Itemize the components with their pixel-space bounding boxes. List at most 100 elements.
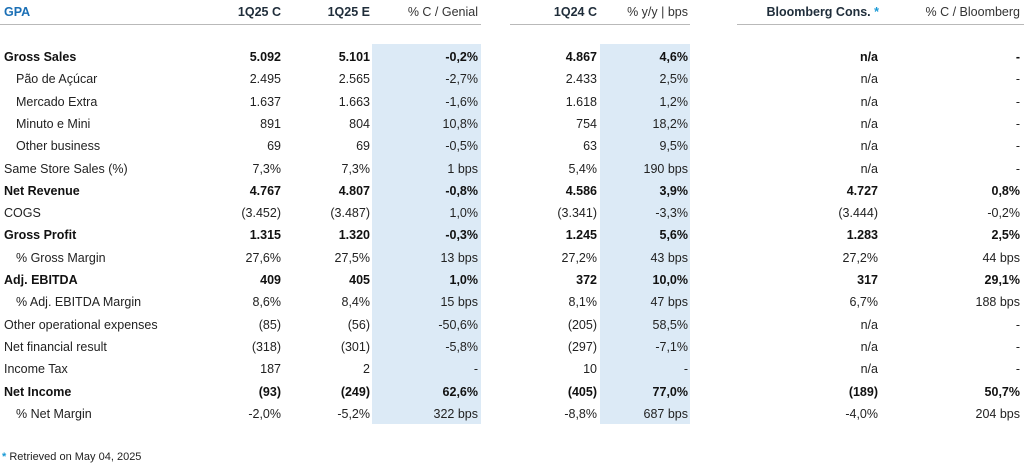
cell-1q25e: 27,5%	[334, 250, 370, 265]
row-label: % Net Margin	[16, 406, 92, 421]
cell-pct-bloomberg: -	[1015, 339, 1020, 354]
cell-pct-bloomberg: 50,7%	[984, 384, 1020, 399]
cell-pct-genial: -2,7%	[445, 72, 478, 87]
row-label: Income Tax	[4, 362, 68, 377]
cell-1q25c: 1.637	[249, 94, 281, 109]
cell-yoy: 3,9%	[659, 183, 689, 198]
cell-pct-genial: 15 bps	[440, 295, 478, 310]
header-underline-ly	[510, 24, 690, 25]
cell-pct-genial: 10,8%	[442, 116, 478, 131]
cell-1q25c: 27,6%	[245, 250, 281, 265]
row-label: Gross Sales	[4, 50, 77, 64]
cell-1q24c: 5,4%	[568, 161, 598, 176]
cell-1q24c: 63	[583, 139, 597, 154]
cell-1q24c: 2.433	[565, 72, 597, 87]
cell-1q25e: 2	[363, 362, 370, 377]
cell-1q25c: 187	[260, 362, 281, 377]
cell-pct-bloomberg: -	[1015, 362, 1020, 377]
cell-pct-bloomberg: -	[1015, 161, 1020, 176]
cell-pct-genial: -0,8%	[445, 183, 478, 198]
col-header-1q25e: 1Q25 E	[327, 5, 370, 19]
cell-1q24c: 4.586	[565, 183, 597, 198]
cell-1q25e: 5.101	[338, 50, 370, 64]
cell-1q24c: 4.867	[565, 50, 597, 64]
cell-1q25c: 5.092	[249, 50, 281, 64]
cell-pct-genial: 62,6%	[442, 384, 478, 399]
cell-1q25e: (301)	[340, 339, 370, 354]
cell-bloomberg: n/a	[859, 50, 878, 64]
cell-yoy: 77,0%	[652, 384, 688, 399]
cell-bloomberg: 1.283	[846, 228, 878, 243]
header-underline-main	[0, 24, 481, 25]
cell-pct-bloomberg: -	[1015, 50, 1020, 64]
cell-1q24c: 8,1%	[568, 295, 598, 310]
cell-pct-genial: -0,2%	[445, 50, 478, 64]
col-header-bloomberg: Bloomberg Cons. *	[720, 0, 879, 24]
cell-1q24c: -8,8%	[564, 406, 597, 421]
shade-yoy-column	[600, 44, 690, 424]
cell-pct-bloomberg: 0,8%	[991, 183, 1021, 198]
cell-pct-genial: 1,0%	[449, 206, 479, 221]
cell-bloomberg: n/a	[860, 161, 878, 176]
cell-1q25e: 69	[356, 139, 370, 154]
cell-1q24c: 372	[576, 273, 597, 287]
row-label: Net financial result	[4, 339, 107, 354]
table-row: Income Tax 187 2 - 10 - n/a -	[0, 358, 1024, 380]
cell-pct-bloomberg: 188 bps	[975, 295, 1020, 310]
cell-pct-genial: -0,5%	[445, 139, 478, 154]
cell-yoy: 10,0%	[652, 273, 688, 287]
table-row: Net financial result (318) (301) -5,8% (297)…	[0, 336, 1024, 358]
cell-yoy: -3,3%	[655, 206, 688, 221]
cell-1q25e: 405	[349, 273, 370, 287]
col-header-pct-genial: % C / Genial	[407, 5, 478, 19]
cell-yoy: 687 bps	[643, 406, 688, 421]
cell-1q25e: 8,4%	[341, 295, 371, 310]
cell-1q25e: -5,2%	[337, 406, 370, 421]
cell-pct-bloomberg: -	[1015, 72, 1020, 87]
cell-yoy: 4,6%	[659, 50, 689, 64]
table-row: Minuto e Mini 891 804 10,8% 754 18,2% n/a -	[0, 113, 1024, 135]
row-label: % Gross Margin	[16, 250, 106, 265]
col-header-1q25c: 1Q25 C	[237, 5, 281, 19]
cell-bloomberg: n/a	[860, 139, 878, 154]
footnote-star: *	[2, 451, 7, 463]
row-label: Adj. EBITDA	[4, 273, 78, 287]
table-row: % Adj. EBITDA Margin 8,6% 8,4% 15 bps 8,1% 47…	[0, 291, 1024, 313]
cell-1q25c: -2,0%	[248, 406, 281, 421]
cell-1q24c: (297)	[567, 339, 597, 354]
cell-bloomberg: 6,7%	[849, 295, 879, 310]
cell-1q24c: 10	[583, 362, 597, 377]
cell-1q24c: (3.341)	[557, 206, 597, 221]
table-row: COGS (3.452) (3.487) 1,0% (3.341) -3,3% (3.444…	[0, 202, 1024, 224]
table-row: Gross Sales 5.092 5.101 -0,2% 4.867 4,6% n/a -	[0, 46, 1024, 68]
cell-bloomberg: n/a	[860, 317, 878, 332]
row-label: Pão de Açúcar	[16, 72, 98, 87]
cell-yoy: 58,5%	[652, 317, 688, 332]
cell-yoy: 190 bps	[643, 161, 688, 176]
cell-1q25c: 409	[260, 273, 281, 287]
cell-1q25c: (318)	[251, 339, 281, 354]
shade-genial-column	[372, 44, 481, 424]
col-header-yoy: % y/y | bps	[627, 5, 688, 19]
cell-pct-bloomberg: -	[1015, 139, 1020, 154]
cell-pct-genial: 322 bps	[433, 406, 478, 421]
cell-1q24c: 754	[576, 116, 597, 131]
cell-1q25e: 804	[349, 116, 370, 131]
cell-bloomberg: n/a	[860, 94, 878, 109]
cell-bloomberg: (3.444)	[838, 206, 878, 221]
bloomberg-label: Bloomberg Cons.	[766, 5, 871, 19]
cell-yoy: 47 bps	[650, 295, 688, 310]
cell-1q25e: 1.320	[338, 228, 370, 243]
table-row: Other operational expenses (85) (56) -50,6%…	[0, 314, 1024, 336]
row-label: % Adj. EBITDA Margin	[16, 295, 142, 310]
cell-pct-bloomberg: -	[1015, 94, 1020, 109]
cell-1q25e: (249)	[340, 384, 370, 399]
cell-pct-genial: -5,8%	[445, 339, 478, 354]
cell-1q25c: 4.767	[249, 183, 281, 198]
table-row: Other business 69 69 -0,5% 63 9,5% n/a -	[0, 135, 1024, 157]
cell-pct-bloomberg: 2,5%	[991, 228, 1021, 243]
cell-1q25e: (3.487)	[330, 206, 370, 221]
row-label: Other business	[16, 139, 101, 154]
cell-1q25c: 69	[267, 139, 281, 154]
table-row: % Gross Margin 27,6% 27,5% 13 bps 27,2% 43 bp…	[0, 247, 1024, 269]
